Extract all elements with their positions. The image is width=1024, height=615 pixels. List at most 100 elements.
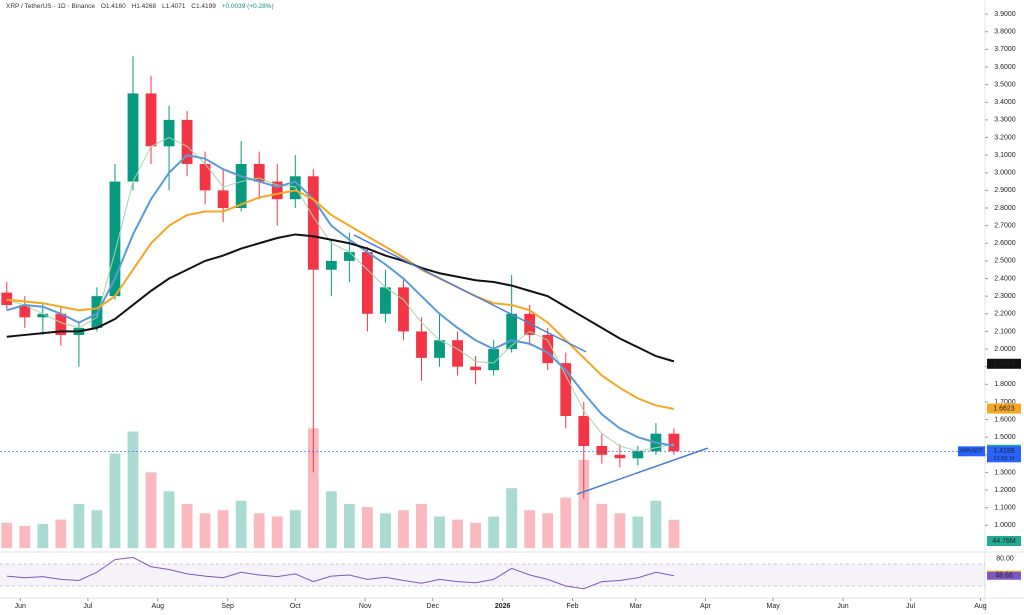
candle-body	[37, 313, 49, 318]
y-tick-label: 2.2000	[994, 311, 1016, 318]
change: +0.0039 (+0.28%)	[221, 3, 274, 10]
candle-body	[470, 366, 482, 371]
volume-bar	[632, 516, 644, 548]
candle-body	[271, 181, 283, 200]
x-tick-label: Feb	[566, 603, 578, 610]
volume-bar	[380, 513, 391, 548]
candle-body	[668, 433, 680, 452]
x-tick-label: May	[767, 603, 781, 610]
volume-bar	[343, 503, 355, 548]
volume-bar	[307, 428, 319, 548]
candle-body	[361, 252, 373, 314]
high: H1.4268	[131, 3, 157, 10]
candle-body	[614, 454, 626, 459]
current-price-label: 1.4199	[993, 448, 1015, 455]
y-tick-label: 2.5000	[994, 258, 1016, 265]
x-tick-label: Aug	[974, 603, 987, 610]
candle-body	[542, 334, 554, 364]
rsi-tick-label: 80.00	[996, 555, 1014, 562]
candle-body	[1, 292, 13, 305]
x-tick-label: Mar	[630, 603, 643, 610]
candle-body	[307, 176, 319, 270]
price-label: 1.6623	[993, 405, 1015, 412]
candle-body	[199, 163, 211, 191]
x-tick-label: Jun	[15, 603, 26, 610]
rsi-label: 48.68	[995, 573, 1013, 580]
x-tick-label: Jun	[837, 603, 848, 610]
y-tick-label: 3.2000	[994, 134, 1016, 141]
volume-bar	[91, 510, 103, 548]
y-tick-label: 2.6000	[994, 240, 1016, 247]
candle-body	[235, 163, 247, 209]
y-tick-label: 1.7000	[994, 399, 1016, 406]
candle-body	[127, 93, 139, 182]
volume-bar	[361, 507, 373, 548]
candle-body	[253, 163, 265, 182]
y-tick-label: 1.0000	[994, 522, 1016, 529]
volume-bar	[470, 522, 482, 548]
volume-bar	[542, 513, 554, 548]
symbol: XRP / TetherUS · 1D · Binance	[6, 3, 95, 10]
candle-body	[398, 287, 409, 332]
close: C1.4199	[191, 3, 216, 10]
volume-bar	[1, 522, 13, 548]
moving-average	[6, 233, 675, 363]
volume-bar	[127, 431, 139, 548]
candle-body	[578, 416, 590, 446]
x-tick-label: Nov	[359, 603, 372, 610]
candle-body	[181, 119, 193, 164]
y-tick-label: 1.1000	[994, 505, 1016, 512]
volume-bar	[614, 513, 626, 548]
y-tick-label: 1.5000	[994, 434, 1016, 441]
moving-average	[6, 136, 675, 452]
rsi-line	[6, 556, 675, 590]
y-tick-label: 2.9000	[994, 187, 1016, 194]
candle-body	[217, 190, 229, 209]
price-label-bg	[987, 403, 1021, 414]
volume-bar	[650, 500, 662, 548]
volume-bar	[289, 510, 301, 548]
candle-body	[632, 451, 644, 459]
x-tick-label: Jul	[83, 603, 92, 610]
legend-header: XRP / TetherUS · 1D · Binance O1.4160 H1…	[6, 3, 278, 10]
y-tick-label: 2.3000	[994, 293, 1016, 300]
countdown: 13:33:14	[993, 456, 1014, 462]
trendline	[576, 447, 709, 495]
y-tick-label: 2.8000	[994, 205, 1016, 212]
volume-bar	[325, 491, 337, 548]
candle-body	[19, 304, 31, 318]
candle-body	[506, 313, 518, 350]
y-tick-label: 3.1000	[994, 152, 1016, 159]
y-tick-label: 2.1000	[994, 328, 1016, 335]
volume-bar	[596, 503, 608, 548]
candle-body	[55, 313, 67, 335]
y-tick-label: 3.8000	[994, 29, 1016, 36]
volume-bar	[109, 453, 121, 548]
volume-bar	[416, 503, 427, 548]
volume-bar	[145, 472, 157, 548]
y-tick-label: 1.6000	[994, 416, 1016, 423]
symbol-tag-bg	[958, 446, 985, 457]
volume-bar	[163, 491, 175, 548]
volume-bar	[217, 510, 229, 548]
candle-body	[109, 181, 121, 297]
volume-label: 44.76M	[992, 538, 1016, 545]
volume-bar	[560, 497, 572, 548]
x-tick-label: Apr	[700, 603, 712, 610]
y-tick-label: 3.9000	[994, 11, 1016, 18]
candle-body	[452, 340, 463, 367]
x-tick-label: Dec	[427, 603, 440, 610]
volume-bar	[488, 516, 500, 548]
candle-body	[596, 445, 608, 455]
open: O1.4160	[100, 3, 126, 10]
y-tick-label: 3.7000	[994, 46, 1016, 53]
volume-bar	[578, 459, 590, 548]
y-tick-label: 1.2000	[994, 487, 1016, 494]
x-tick-label: Sep	[221, 603, 234, 610]
x-tick-label: Jul	[906, 603, 915, 610]
moving-average	[6, 154, 675, 447]
symbol-tag: XRPUSDT	[959, 449, 983, 455]
price-label: 1.9164	[993, 361, 1015, 368]
